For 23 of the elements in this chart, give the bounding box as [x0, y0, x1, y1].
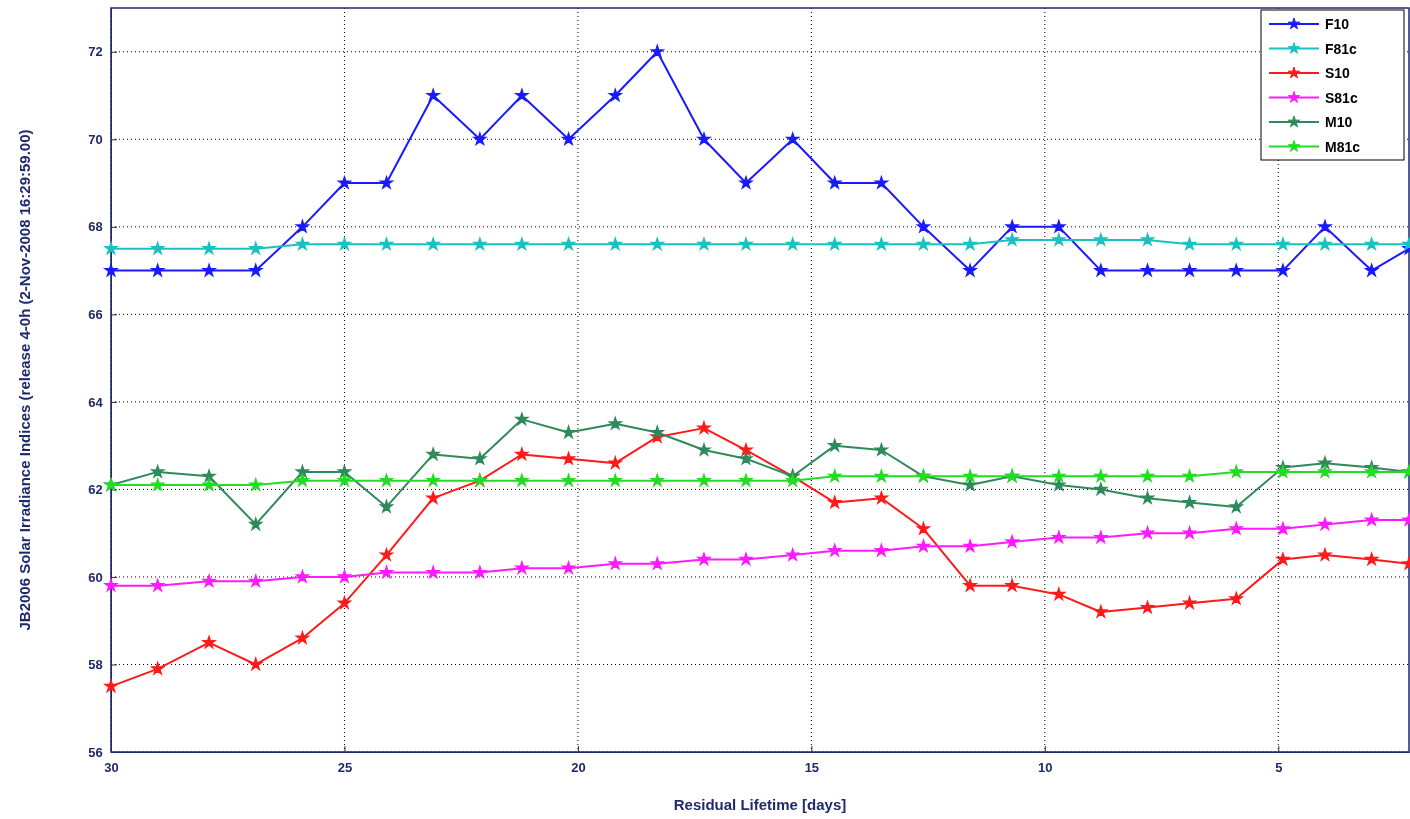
y-tick-label: 62: [88, 482, 103, 498]
y-tick-label: 72: [88, 44, 103, 60]
y-tick-label: 70: [88, 131, 103, 147]
y-tick-label: 64: [88, 394, 104, 410]
legend-label: S10: [1325, 65, 1351, 81]
y-axis-title: JB2006 Solar Irradiance Indices (release 4-0h (2-Nov-2008 16:29:59.00): [16, 129, 33, 631]
legend-label: S81c: [1325, 89, 1358, 106]
y-tick-label: 68: [88, 219, 103, 235]
x-tick-label: 30: [104, 759, 119, 775]
legend-label: F81c: [1325, 40, 1358, 57]
x-tick-label: 5: [1275, 759, 1283, 775]
x-tick-label: 25: [337, 759, 353, 775]
x-tick-label: 10: [1038, 759, 1053, 775]
legend-label: M10: [1325, 114, 1353, 130]
x-axis-title: Residual Lifetime [days]: [673, 796, 847, 813]
legend-label: M81c: [1325, 138, 1361, 155]
y-tick-label: 60: [88, 569, 103, 585]
y-tick-label: 56: [88, 744, 103, 760]
x-tick-label: 20: [571, 759, 586, 775]
x-tick-label: 15: [804, 759, 820, 775]
y-tick-label: 66: [88, 307, 103, 323]
legend-label: F10: [1325, 16, 1350, 32]
y-tick-label: 58: [88, 657, 103, 673]
